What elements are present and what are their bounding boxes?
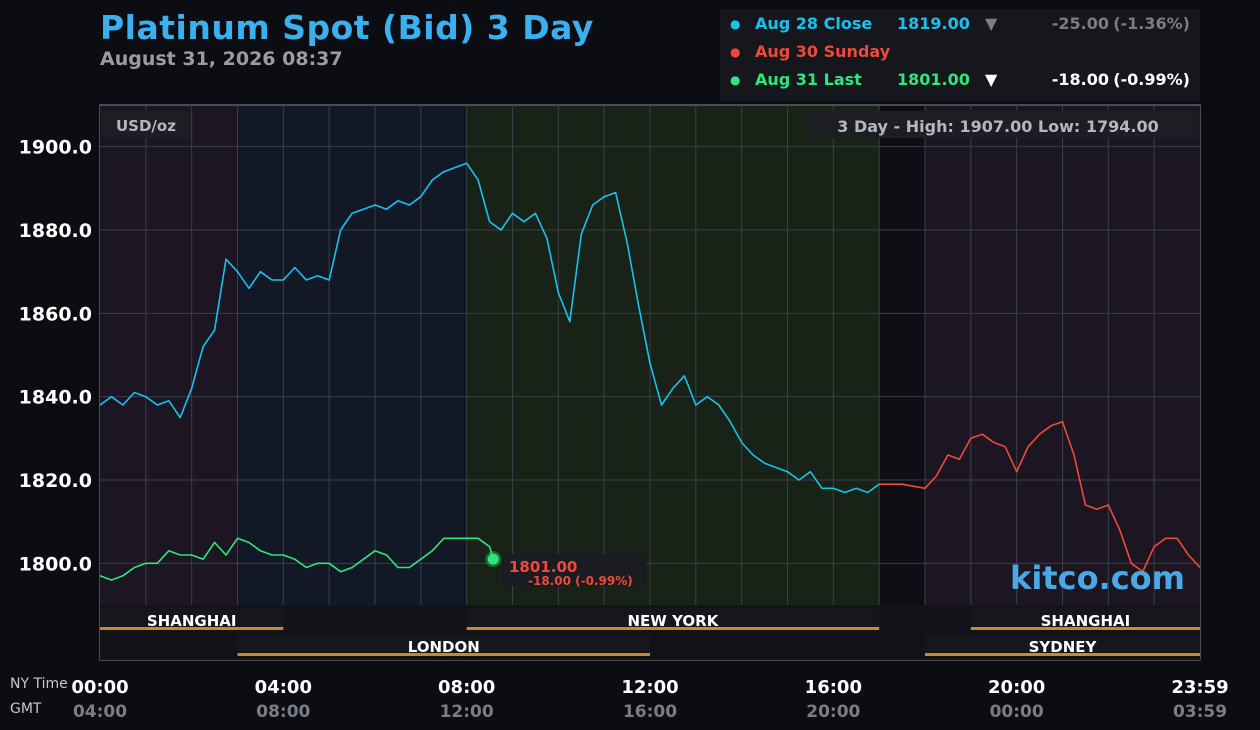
- gmt-axis-title: GMT: [10, 701, 42, 717]
- x-tick-label-ny: 04:00: [255, 677, 312, 698]
- ny-time-axis-title: NY Time: [10, 676, 68, 692]
- session-bar: [100, 627, 284, 630]
- y-tick-label: 1900.0: [19, 137, 92, 159]
- session-block: [970, 608, 1200, 630]
- legend-label: Aug 28 Close: [755, 14, 873, 33]
- session-shade: [466, 106, 880, 605]
- session-label: SHANGHAI: [1041, 612, 1131, 630]
- x-tick-label-ny: 12:00: [621, 677, 678, 698]
- y-tick-label: 1800.0: [19, 553, 92, 575]
- x-tick-label-gmt: 03:59: [1173, 702, 1227, 722]
- legend-dot-icon: ●: [730, 45, 741, 59]
- x-tick-label-gmt: 20:00: [806, 702, 860, 722]
- session-label: SYDNEY: [1029, 638, 1098, 656]
- chart-title: Platinum Spot (Bid) 3 Day: [100, 8, 594, 47]
- y-tick-label: 1860.0: [19, 303, 92, 325]
- series-line: [99, 537, 495, 581]
- x-tick-label-ny: 20:00: [988, 677, 1045, 698]
- session-label: LONDON: [408, 638, 480, 656]
- y-tick-label: 1820.0: [19, 470, 92, 492]
- session-label: SHANGHAI: [147, 612, 237, 630]
- kitco-watermark: kitco.com: [1010, 559, 1185, 597]
- last-change-callout: -18.00 (-0.99%): [528, 574, 633, 588]
- last-price-callout-box: [502, 554, 646, 586]
- legend-label: Aug 30 Sunday: [755, 42, 891, 61]
- session-bar: [237, 653, 650, 656]
- y-tick-label: 1880.0: [19, 220, 92, 242]
- units-label-box: [101, 111, 191, 138]
- session-label: NEW YORK: [628, 612, 720, 630]
- legend-percent: (-1.36%): [1113, 14, 1190, 33]
- legend-row-aug31: ● Aug 31 Last 1801.00 ▼ -18.00 (-0.99%): [730, 68, 1195, 92]
- last-point-marker: [487, 553, 499, 565]
- range-label: 3 Day - High: 1907.00 Low: 1794.00: [837, 117, 1158, 136]
- x-tick-label-gmt: 12:00: [440, 702, 494, 722]
- session-shade: [100, 106, 238, 605]
- x-tick-label-gmt: 00:00: [990, 702, 1044, 722]
- x-tick-label-gmt: 04:00: [73, 702, 127, 722]
- range-label-box: [807, 111, 1199, 138]
- down-arrow-icon: ▼: [985, 70, 998, 89]
- units-label: USD/oz: [116, 117, 176, 135]
- legend-dot-icon: ●: [730, 17, 741, 31]
- session-block: [237, 634, 650, 656]
- y-tick-label: 1840.0: [19, 387, 92, 409]
- legend-change: -18.00: [1051, 70, 1109, 89]
- session-bar: [970, 627, 1200, 630]
- session-block: [925, 634, 1200, 656]
- legend-percent: (-0.99%): [1113, 70, 1190, 89]
- session-block: [466, 608, 880, 630]
- legend-box: ● Aug 28 Close 1819.00 ▼ -25.00 (-1.36%)…: [720, 9, 1200, 101]
- series-line: [99, 162, 880, 494]
- legend-value: 1801.00: [897, 70, 970, 89]
- x-tick-label-ny: 16:00: [805, 677, 862, 698]
- legend-row-aug30: ● Aug 30 Sunday: [730, 40, 1195, 64]
- x-tick-label-ny: 23:59: [1171, 677, 1228, 698]
- legend-value: 1819.00: [897, 14, 970, 33]
- legend-label: Aug 31 Last: [755, 70, 862, 89]
- session-shade: [237, 106, 467, 605]
- last-price-callout: 1801.00: [509, 558, 577, 576]
- session-bar: [925, 653, 1200, 656]
- legend-row-aug28: ● Aug 28 Close 1819.00 ▼ -25.00 (-1.36%): [730, 12, 1195, 36]
- chart-timestamp: August 31, 2026 08:37: [100, 48, 343, 70]
- legend-dot-icon: ●: [730, 73, 741, 87]
- session-bar: [466, 627, 880, 630]
- x-tick-label-gmt: 08:00: [256, 702, 310, 722]
- x-tick-label-gmt: 16:00: [623, 702, 677, 722]
- x-tick-label-ny: 08:00: [438, 677, 495, 698]
- down-arrow-icon: ▼: [985, 14, 998, 33]
- session-block: [100, 608, 284, 630]
- series-line: [879, 420, 1201, 573]
- legend-change: -25.00: [1051, 14, 1109, 33]
- x-tick-label-ny: 00:00: [71, 677, 128, 698]
